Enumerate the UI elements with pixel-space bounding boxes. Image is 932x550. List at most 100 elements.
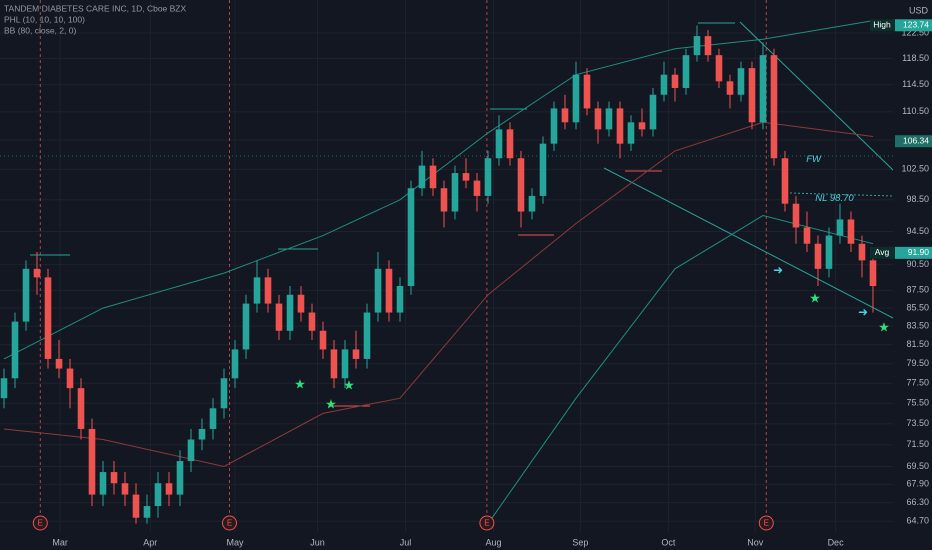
y-tick-label: 110.50 (902, 106, 929, 116)
candle-body (77, 388, 85, 429)
candle-body (495, 129, 503, 159)
y-tick-label: 64.70 (906, 516, 929, 526)
y-tick-label: 118.50 (902, 53, 929, 63)
annotation: FW (806, 154, 822, 165)
arrow: ➜ (773, 263, 783, 277)
x-tick-label: Sep (572, 537, 588, 547)
candle-body (726, 81, 734, 95)
candle-body (792, 203, 800, 228)
candle-body (341, 349, 349, 379)
candle-body (253, 277, 261, 304)
candle-body (803, 227, 811, 244)
candle-body (814, 243, 822, 269)
candle-body (374, 268, 382, 313)
candle-body (165, 483, 173, 495)
price-label-value: 91.90 (908, 247, 930, 257)
candle-body (528, 195, 536, 212)
candle-body (385, 268, 393, 313)
candle-body (275, 303, 283, 331)
star: ★ (325, 396, 337, 411)
candle-body (429, 165, 437, 189)
earnings-label: E (227, 519, 232, 528)
band-lower (487, 214, 874, 524)
candle-body (506, 129, 514, 159)
axis: 122.50118.50114.50110.50106.50102.5098.5… (32, 19, 932, 547)
candle-body (836, 219, 844, 236)
candle-body (242, 303, 250, 350)
y-tick-label: 75.50 (906, 398, 929, 408)
trend-line (739, 21, 894, 171)
star: ★ (809, 290, 821, 305)
candle-body (352, 349, 360, 359)
price-label-tag (870, 246, 895, 259)
y-tick-label: 66.30 (906, 497, 929, 507)
indicator-label: BB (80, close, 2, 0) (4, 25, 76, 35)
candle-body (715, 55, 723, 82)
x-tick-label: Mar (52, 537, 68, 547)
band-middle (3, 121, 874, 468)
candle-body (847, 219, 855, 244)
candle-body (649, 94, 657, 130)
y-tick-label: 73.50 (906, 418, 929, 428)
x-tick-label: Dec (828, 537, 845, 547)
candle-body (605, 108, 613, 130)
price-label-value: 106.34 (903, 135, 929, 145)
earnings-label: E (764, 519, 769, 528)
trend-line (603, 167, 894, 319)
candle-body (572, 74, 580, 123)
price-label-tag (870, 19, 895, 32)
y-tick-label: 114.50 (902, 79, 929, 89)
indicator-label: PHL (10, 10, 10, 100) (4, 14, 85, 24)
candle-body (88, 428, 96, 495)
y-tick-label: 98.50 (906, 194, 929, 204)
y-tick-label: 77.50 (906, 378, 929, 388)
candle-body (748, 68, 756, 123)
candle-body (22, 268, 30, 322)
candle-body (682, 55, 690, 89)
earnings-marker (32, 515, 48, 531)
candle-body (330, 349, 338, 379)
price-label-name: Avg (875, 247, 890, 257)
candle-body (539, 143, 547, 196)
candle-body (11, 321, 19, 379)
candle-body (451, 173, 459, 212)
star: ★ (294, 376, 306, 391)
y-tick-label: 102.50 (901, 164, 929, 174)
y-tick-label: 94.50 (906, 226, 929, 236)
drawings: ★ ★ ★ ★ ★ ➜ ➜ (0, 21, 894, 411)
candle-body (132, 494, 140, 518)
x-tick-label: Apr (143, 537, 157, 547)
y-tick-label: 71.50 (906, 439, 929, 449)
y-tick-label: 87.50 (906, 285, 929, 295)
candle-body (187, 439, 195, 462)
candle-body (220, 378, 228, 409)
price-label-box (895, 246, 932, 259)
candle-body (473, 180, 481, 196)
candle-body (286, 294, 294, 331)
y-tick-label: 67.90 (906, 479, 929, 489)
candle-body (759, 55, 767, 123)
star: ★ (343, 377, 355, 392)
candle-body (308, 312, 316, 331)
candle-body (55, 358, 63, 369)
x-tick-label: Nov (747, 537, 764, 547)
band-upper (3, 20, 874, 360)
candle-body (143, 506, 151, 518)
candle-body (825, 235, 833, 269)
candle-body (660, 74, 668, 95)
y-tick-label: 81.50 (906, 339, 929, 349)
candle-body (583, 74, 591, 109)
candle-body (407, 188, 415, 287)
x-tick-label: May (226, 537, 244, 547)
y-tick-label: 79.50 (906, 358, 929, 368)
candle-body (44, 277, 52, 359)
candle-body (418, 165, 426, 189)
candle-body (737, 68, 745, 95)
y-tick-label: 85.50 (906, 302, 929, 312)
candle-body (781, 158, 789, 204)
candle-body (154, 483, 162, 507)
candle-body (297, 294, 305, 313)
y-tick-label: 83.50 (906, 321, 929, 331)
candle-body (440, 188, 448, 212)
